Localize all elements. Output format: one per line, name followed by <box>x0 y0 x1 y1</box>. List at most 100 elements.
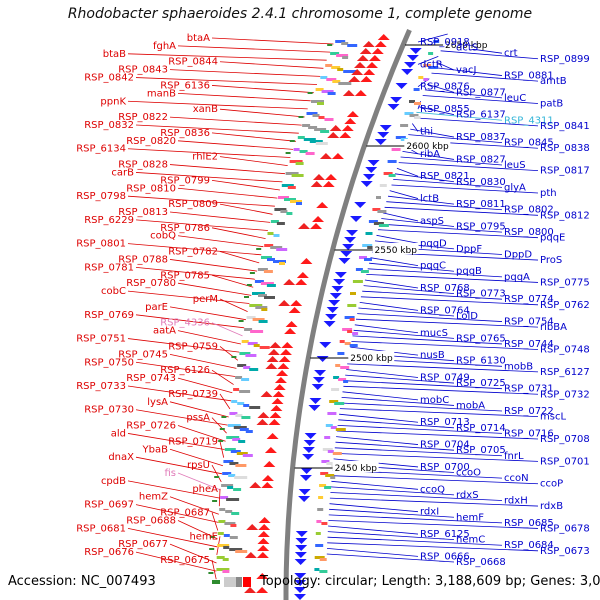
leader-line-left <box>177 45 331 53</box>
feature-block <box>278 196 289 199</box>
leader-line-left <box>169 69 321 77</box>
feature-block <box>423 64 432 67</box>
forward-gene-arrow <box>371 48 384 54</box>
feature-block <box>337 68 344 71</box>
gene-label-right: ribA <box>420 149 440 160</box>
forward-gene-arrow <box>278 356 291 362</box>
gene-label-left: RSP_0781 <box>84 262 134 273</box>
topology-summary: Topology: circular; Length: 3,188,609 bp… <box>260 574 600 589</box>
feature-block <box>373 222 384 225</box>
feature-block <box>287 186 296 189</box>
gene-label-right: RSP_0877 <box>456 87 506 98</box>
gene-label-left: RSP_0750 <box>84 357 134 368</box>
reverse-gene-arrow <box>294 559 307 565</box>
feature-block <box>239 428 249 431</box>
feature-block <box>330 476 336 479</box>
feature-block <box>320 472 329 475</box>
gene-label-right: RSP_0855 <box>420 104 470 115</box>
gene-label-right: pqqD <box>420 238 447 249</box>
leader-line-right <box>386 201 503 211</box>
gene-label-right: RSP_0725 <box>456 378 506 389</box>
feature-block <box>231 400 238 403</box>
reverse-gene-arrow <box>379 125 392 131</box>
feature-block <box>368 220 378 223</box>
leader-line-right <box>416 111 503 121</box>
gene-label-right: RSP_0678 <box>540 523 590 534</box>
feature-block <box>404 112 414 115</box>
gene-label-right: vacJ <box>456 65 477 76</box>
leader-line-right <box>328 514 503 524</box>
leader-line-left <box>177 187 278 199</box>
feature-block <box>249 406 261 409</box>
gene-label-left: RSP_0676 <box>84 547 134 558</box>
feature-block <box>338 82 352 85</box>
feature-block <box>236 452 248 455</box>
gene-label-left: RSP_0745 <box>118 349 168 360</box>
feature-block <box>317 508 324 511</box>
leader-line-left <box>135 219 268 231</box>
gene-label-left: RSP_4336 <box>160 318 210 329</box>
gene-label-right: pqqE <box>540 233 565 244</box>
gene-label-right: rdxB <box>540 501 563 512</box>
gene-label-left: RSP_0719 <box>168 436 218 447</box>
position-markers: 2650 kbp 2600 kbp 2550 kbp 2500 kbp 2450 kbp <box>294 38 490 474</box>
gene-label-left: RSP_0809 <box>168 199 218 210</box>
reverse-gene-arrow <box>316 356 329 362</box>
feature-block <box>314 568 320 571</box>
feature-block <box>270 246 283 249</box>
gene-label-right: rdxI <box>420 507 439 518</box>
feature-block <box>324 486 332 489</box>
forward-gene-arrow <box>341 125 354 131</box>
gene-label-left: RSP_0842 <box>84 73 134 84</box>
leader-line-right <box>384 206 539 216</box>
kbp-label: 2500 kbp <box>350 354 393 364</box>
gene-label-left: pheA <box>192 484 218 495</box>
feature-block <box>280 210 288 213</box>
leader-line-right <box>358 307 455 317</box>
gene-label-right: RSP_0876 <box>420 82 470 93</box>
leader-line-right <box>379 223 503 233</box>
feature-block <box>217 532 224 535</box>
gene-label-left: RSP_0828 <box>118 160 168 171</box>
forward-gene-arrow <box>284 328 297 334</box>
leader-line-right <box>353 329 455 339</box>
leader-line-left <box>219 108 305 118</box>
kbp-label-bg <box>372 243 419 254</box>
forward-gene-arrow <box>359 48 372 54</box>
leader-line-left <box>127 527 218 548</box>
gene-label-left: btaB <box>103 49 126 60</box>
gene-label-right: RSP_0714 <box>456 423 506 434</box>
feature-block <box>229 412 238 415</box>
feature-block <box>309 140 323 143</box>
leader-line-left <box>169 448 224 467</box>
feature-block <box>400 138 408 141</box>
feature-block <box>216 568 230 571</box>
leader-line-right <box>326 553 455 563</box>
feature-block <box>249 304 263 307</box>
forward-gene-arrow <box>362 41 375 47</box>
reverse-gene-arrow <box>309 398 322 404</box>
leader-line-right <box>360 296 539 306</box>
forward-gene-arrow <box>353 62 366 68</box>
leader-line-left <box>211 417 227 434</box>
forward-gene-arrow <box>322 181 335 187</box>
forward-gene-arrow <box>265 363 278 369</box>
gene-label-left: RSP_0799 <box>160 175 210 186</box>
forward-gene-arrow <box>319 153 332 159</box>
leader-line-left <box>169 116 302 126</box>
feature-block <box>223 460 234 463</box>
leader-line-right <box>376 234 419 244</box>
gene-label-left: RSP_0822 <box>118 112 168 123</box>
gene-label-right: mobA <box>456 400 485 411</box>
gene-label-right: RSP_0774 <box>504 294 554 305</box>
leader-line-left <box>177 472 221 491</box>
feature-block <box>367 246 375 249</box>
gene-label-left: RSP_0743 <box>126 373 176 384</box>
feature-block <box>326 462 336 465</box>
leader-line-right <box>331 480 419 490</box>
feature-block <box>306 112 318 115</box>
leader-line-left <box>219 203 273 215</box>
reverse-gene-arrow <box>304 433 317 439</box>
gene-label-right: amtB <box>540 76 567 87</box>
